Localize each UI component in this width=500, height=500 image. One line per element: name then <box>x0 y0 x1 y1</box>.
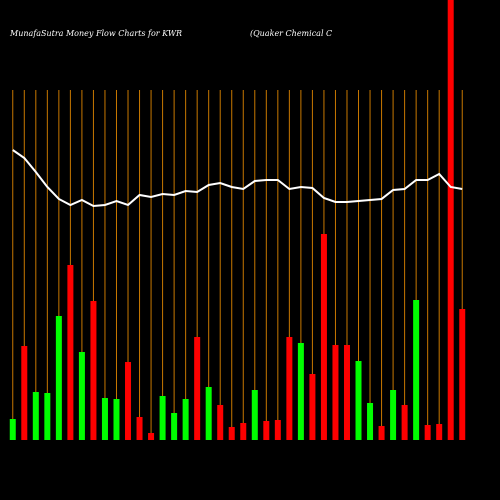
bar <box>263 421 270 440</box>
chart-title: MunafaSutra Money Flow Charts for KWR <box>9 29 182 38</box>
bar <box>148 433 155 440</box>
bar <box>390 390 397 440</box>
bar <box>401 405 408 440</box>
bar <box>286 337 293 440</box>
bar <box>251 390 258 440</box>
bar <box>125 362 132 440</box>
bar <box>459 309 466 440</box>
bar <box>55 316 62 440</box>
bar <box>378 426 385 440</box>
bar <box>436 424 443 440</box>
bar <box>447 0 454 440</box>
bar <box>205 387 212 440</box>
bar <box>355 361 362 440</box>
bar <box>320 234 327 440</box>
bar <box>182 399 189 440</box>
bar <box>194 337 201 440</box>
bar <box>424 425 431 440</box>
bar <box>367 403 374 440</box>
bar <box>136 417 143 440</box>
bar <box>101 398 108 440</box>
bar <box>274 420 281 440</box>
bar <box>297 343 304 440</box>
bar <box>90 301 97 440</box>
bar <box>343 345 350 440</box>
bar <box>240 423 247 440</box>
bar <box>171 413 178 440</box>
bar <box>413 300 420 440</box>
bar <box>113 399 120 440</box>
bar <box>228 427 235 440</box>
bar <box>32 392 39 440</box>
bar <box>332 345 339 440</box>
bar <box>67 265 74 440</box>
chart-subtitle: (Quaker Chemical C <box>250 29 332 38</box>
money-flow-line <box>12 149 463 208</box>
bar <box>159 396 166 440</box>
bar <box>44 393 51 440</box>
bar <box>309 374 316 440</box>
bar <box>78 352 85 440</box>
bar <box>9 419 16 440</box>
bar <box>217 405 224 440</box>
bar <box>21 346 28 440</box>
